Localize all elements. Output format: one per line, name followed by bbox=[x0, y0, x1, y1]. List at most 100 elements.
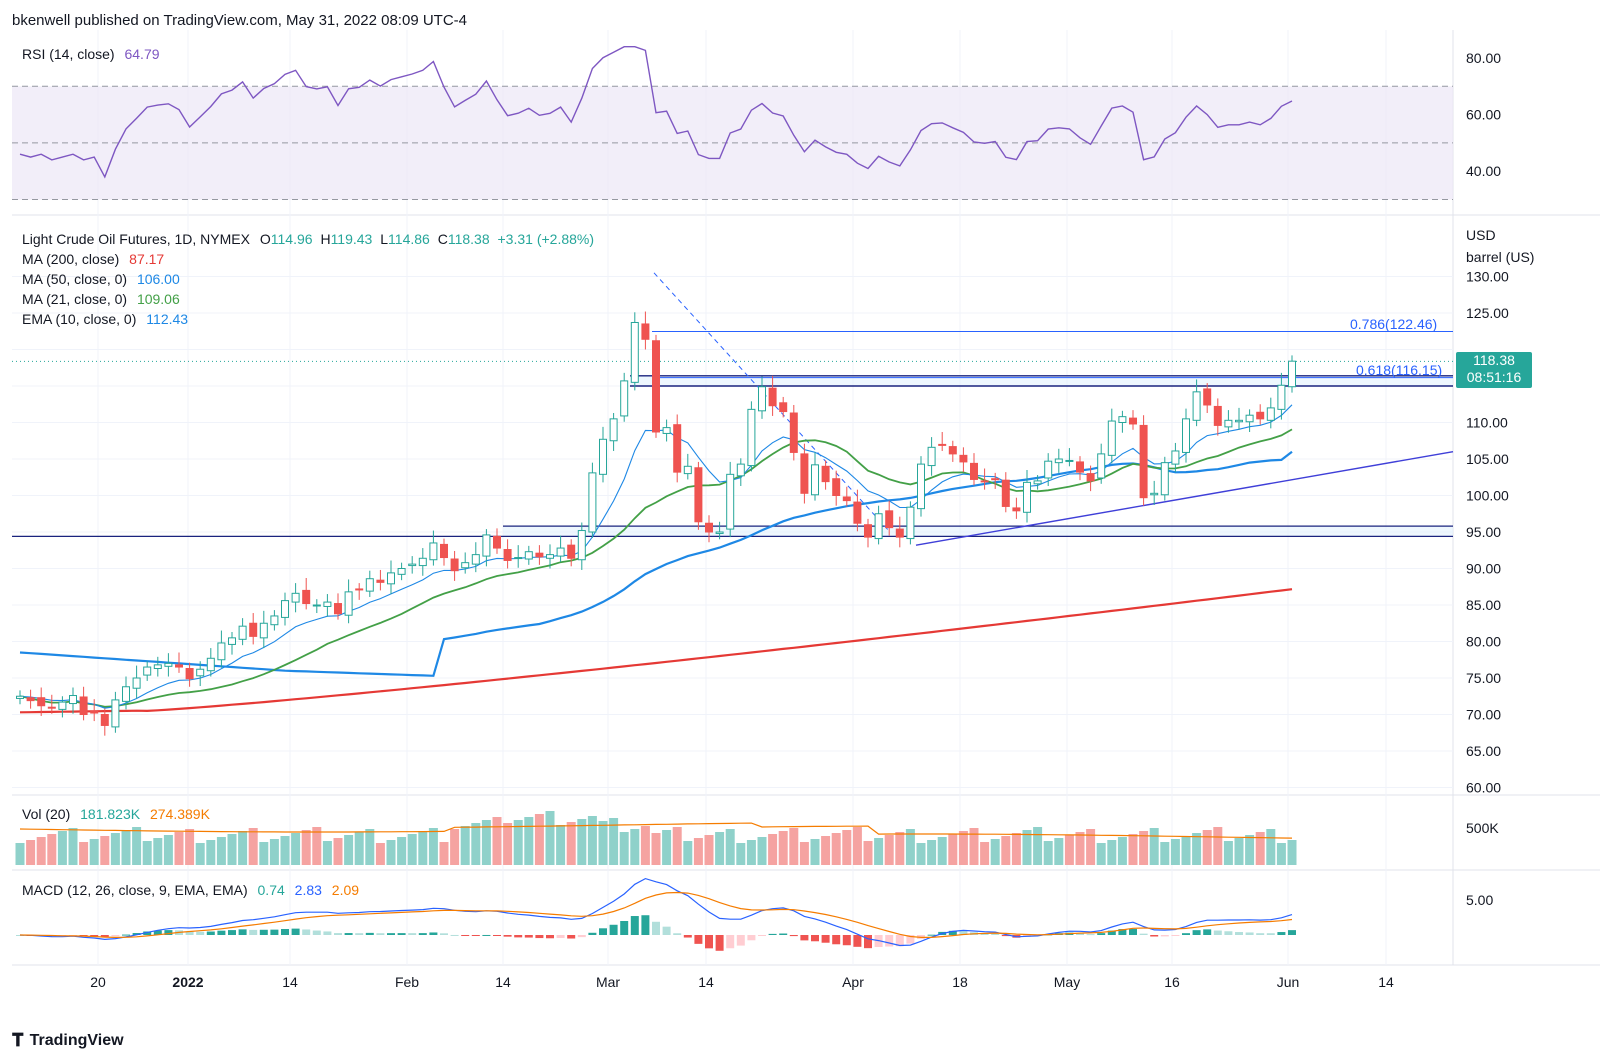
price-tick-13: 65.00 bbox=[1466, 743, 1501, 759]
price-tick-0: 130.00 bbox=[1466, 269, 1509, 285]
macd-hist-bar bbox=[450, 934, 459, 936]
candle-body bbox=[959, 454, 968, 463]
macd-hist-bar bbox=[334, 933, 342, 935]
candle-body bbox=[1107, 420, 1116, 456]
macd-hist-bar bbox=[461, 935, 470, 936]
macd-hist-bar bbox=[122, 934, 130, 936]
volume-bar bbox=[354, 832, 364, 865]
macd-signal-value: 2.09 bbox=[331, 882, 360, 898]
candle-body bbox=[641, 323, 650, 340]
candle-body bbox=[1266, 407, 1275, 421]
time-label-2: 14 bbox=[282, 974, 298, 990]
macd-hist-bar bbox=[1192, 930, 1201, 935]
candle-body bbox=[885, 510, 894, 529]
volume-bar bbox=[407, 834, 417, 865]
macd-panel[interactable] bbox=[16, 877, 1296, 951]
volume-bar bbox=[736, 843, 746, 865]
macd-hist-bar bbox=[1129, 928, 1137, 935]
macd-hist-bar bbox=[1107, 930, 1116, 935]
volume-bar bbox=[269, 839, 279, 865]
macd-hist-bar bbox=[800, 935, 809, 941]
ma21-line bbox=[19, 428, 1293, 708]
price-panel[interactable] bbox=[12, 272, 1454, 788]
candle-body bbox=[100, 714, 109, 726]
time-label-4: 14 bbox=[495, 974, 511, 990]
macd-hist-bar bbox=[832, 935, 841, 945]
volume-bar bbox=[895, 832, 905, 865]
candle-body bbox=[630, 321, 639, 383]
candle-body bbox=[1129, 417, 1137, 425]
rsi-legend[interactable]: RSI (14, close) 64.79 bbox=[22, 46, 160, 62]
candle-body bbox=[673, 424, 682, 473]
ma21-legend[interactable]: MA (21, close, 0) 109.06 bbox=[22, 291, 180, 307]
volume-tick: 500K bbox=[1466, 820, 1499, 836]
tradingview-logo[interactable]: 𝐓 TradingView bbox=[12, 1030, 124, 1051]
currency-label: USD barrel (US) bbox=[1466, 224, 1534, 268]
ma50-legend[interactable]: MA (50, close, 0) 106.00 bbox=[22, 271, 180, 287]
candle-body bbox=[1023, 481, 1031, 513]
volume-bar bbox=[503, 823, 513, 865]
candle-body bbox=[132, 677, 141, 689]
candle-body bbox=[302, 589, 311, 605]
candle-body bbox=[1213, 405, 1222, 426]
macd-hist-bar bbox=[90, 935, 99, 937]
macd-hist-bar bbox=[1097, 933, 1106, 935]
brand-name: TradingView bbox=[29, 1031, 124, 1049]
price-tick-14: 60.00 bbox=[1466, 780, 1501, 796]
time-label-11: Jun bbox=[1277, 974, 1300, 990]
macd-hist-bar bbox=[906, 935, 915, 944]
volume-bar bbox=[79, 842, 89, 865]
volume-bar bbox=[206, 840, 216, 865]
candle-body bbox=[948, 446, 957, 455]
candle-body bbox=[69, 695, 77, 705]
ma50-label: MA (50, close, 0) bbox=[22, 271, 128, 287]
symbol-legend[interactable]: Light Crude Oil Futures, 1D, NYMEX O114.… bbox=[22, 231, 594, 247]
candle-body bbox=[736, 463, 745, 477]
candle-body bbox=[864, 524, 872, 538]
candle-body bbox=[821, 465, 830, 483]
volume-bar bbox=[683, 841, 693, 865]
candle-body bbox=[694, 467, 703, 523]
candle-body bbox=[355, 588, 364, 591]
macd-hist-bar bbox=[1245, 932, 1254, 935]
macd-hist-bar bbox=[471, 935, 480, 936]
candle-body bbox=[196, 668, 205, 677]
volume-bar bbox=[322, 841, 332, 865]
macd-hist-bar bbox=[206, 931, 215, 935]
volume-bar bbox=[545, 811, 555, 865]
macd-hist-bar bbox=[726, 935, 735, 949]
candle-body bbox=[249, 622, 258, 637]
ema10-value: 112.43 bbox=[146, 311, 189, 327]
macd-legend[interactable]: MACD (12, 26, close, 9, EMA, EMA) 0.74 2… bbox=[22, 882, 359, 898]
candle-body bbox=[652, 340, 660, 433]
time-label-10: 16 bbox=[1164, 974, 1180, 990]
rsi-value: 64.79 bbox=[124, 46, 160, 62]
volume-legend[interactable]: Vol (20) 181.823K 274.389K bbox=[22, 806, 210, 822]
volume-bar bbox=[1160, 842, 1170, 865]
macd-hist-bar bbox=[1160, 935, 1169, 937]
candle-body bbox=[768, 387, 777, 407]
time-label-7: Apr bbox=[842, 974, 864, 990]
macd-hist-bar bbox=[1235, 932, 1243, 935]
volume-bar bbox=[746, 840, 756, 865]
volume-bar bbox=[344, 835, 354, 865]
candle-body bbox=[228, 637, 236, 645]
volume-panel[interactable] bbox=[15, 811, 1297, 865]
signal-line bbox=[19, 891, 1293, 939]
rsi-panel[interactable] bbox=[12, 46, 1453, 200]
volume-bar bbox=[757, 837, 767, 865]
macd-hist-bar bbox=[1086, 934, 1095, 936]
price-tick-5: 105.00 bbox=[1466, 451, 1509, 467]
candle-body bbox=[546, 554, 554, 559]
volume-bar bbox=[386, 840, 396, 865]
volume-bar bbox=[312, 827, 322, 865]
price-tick-12: 70.00 bbox=[1466, 707, 1501, 723]
candle-body bbox=[1076, 461, 1084, 473]
ma200-legend[interactable]: MA (200, close) 87.17 bbox=[22, 251, 164, 267]
volume-bar bbox=[1245, 835, 1255, 865]
volume-bar bbox=[481, 820, 491, 865]
volume-bar bbox=[375, 843, 385, 865]
volume-bar bbox=[672, 827, 682, 865]
ema10-legend[interactable]: EMA (10, close, 0) 112.43 bbox=[22, 311, 188, 327]
